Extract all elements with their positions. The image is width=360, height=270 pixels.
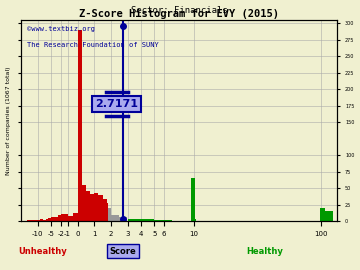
Bar [82, 185, 86, 221]
Bar [61, 214, 68, 221]
Bar [120, 217, 127, 221]
Bar [40, 220, 43, 221]
Bar [46, 220, 48, 221]
Text: Sector: Financials: Sector: Financials [131, 6, 228, 15]
Bar [90, 194, 94, 221]
Bar [107, 203, 108, 221]
Bar [103, 199, 107, 221]
Text: ©www.textbiz.org: ©www.textbiz.org [27, 26, 95, 32]
Text: Unhealthy: Unhealthy [19, 247, 67, 256]
Bar [68, 216, 72, 221]
Title: Z-Score Histogram for EVY (2015): Z-Score Histogram for EVY (2015) [79, 9, 279, 19]
Bar [73, 214, 77, 221]
Bar [190, 178, 195, 221]
Bar [108, 208, 111, 221]
Bar [58, 215, 61, 221]
Bar [141, 220, 154, 221]
Text: 2.7171: 2.7171 [95, 99, 138, 109]
Bar [325, 211, 333, 221]
Bar [99, 195, 103, 221]
Bar [111, 215, 119, 221]
Y-axis label: Number of companies (1067 total): Number of companies (1067 total) [5, 66, 10, 175]
Text: Healthy: Healthy [246, 247, 283, 256]
Bar [128, 219, 141, 221]
Bar [94, 193, 98, 221]
Bar [32, 220, 37, 221]
Bar [86, 191, 90, 221]
Bar [78, 30, 82, 221]
Bar [154, 220, 164, 221]
Bar [164, 220, 172, 221]
Text: The Research Foundation of SUNY: The Research Foundation of SUNY [27, 42, 159, 48]
Bar [38, 220, 40, 221]
Text: Score: Score [109, 247, 136, 256]
Bar [27, 220, 32, 221]
Bar [51, 217, 54, 221]
Bar [48, 218, 51, 221]
Bar [195, 219, 196, 221]
Bar [54, 217, 58, 221]
Bar [43, 220, 46, 221]
Bar [320, 208, 325, 221]
